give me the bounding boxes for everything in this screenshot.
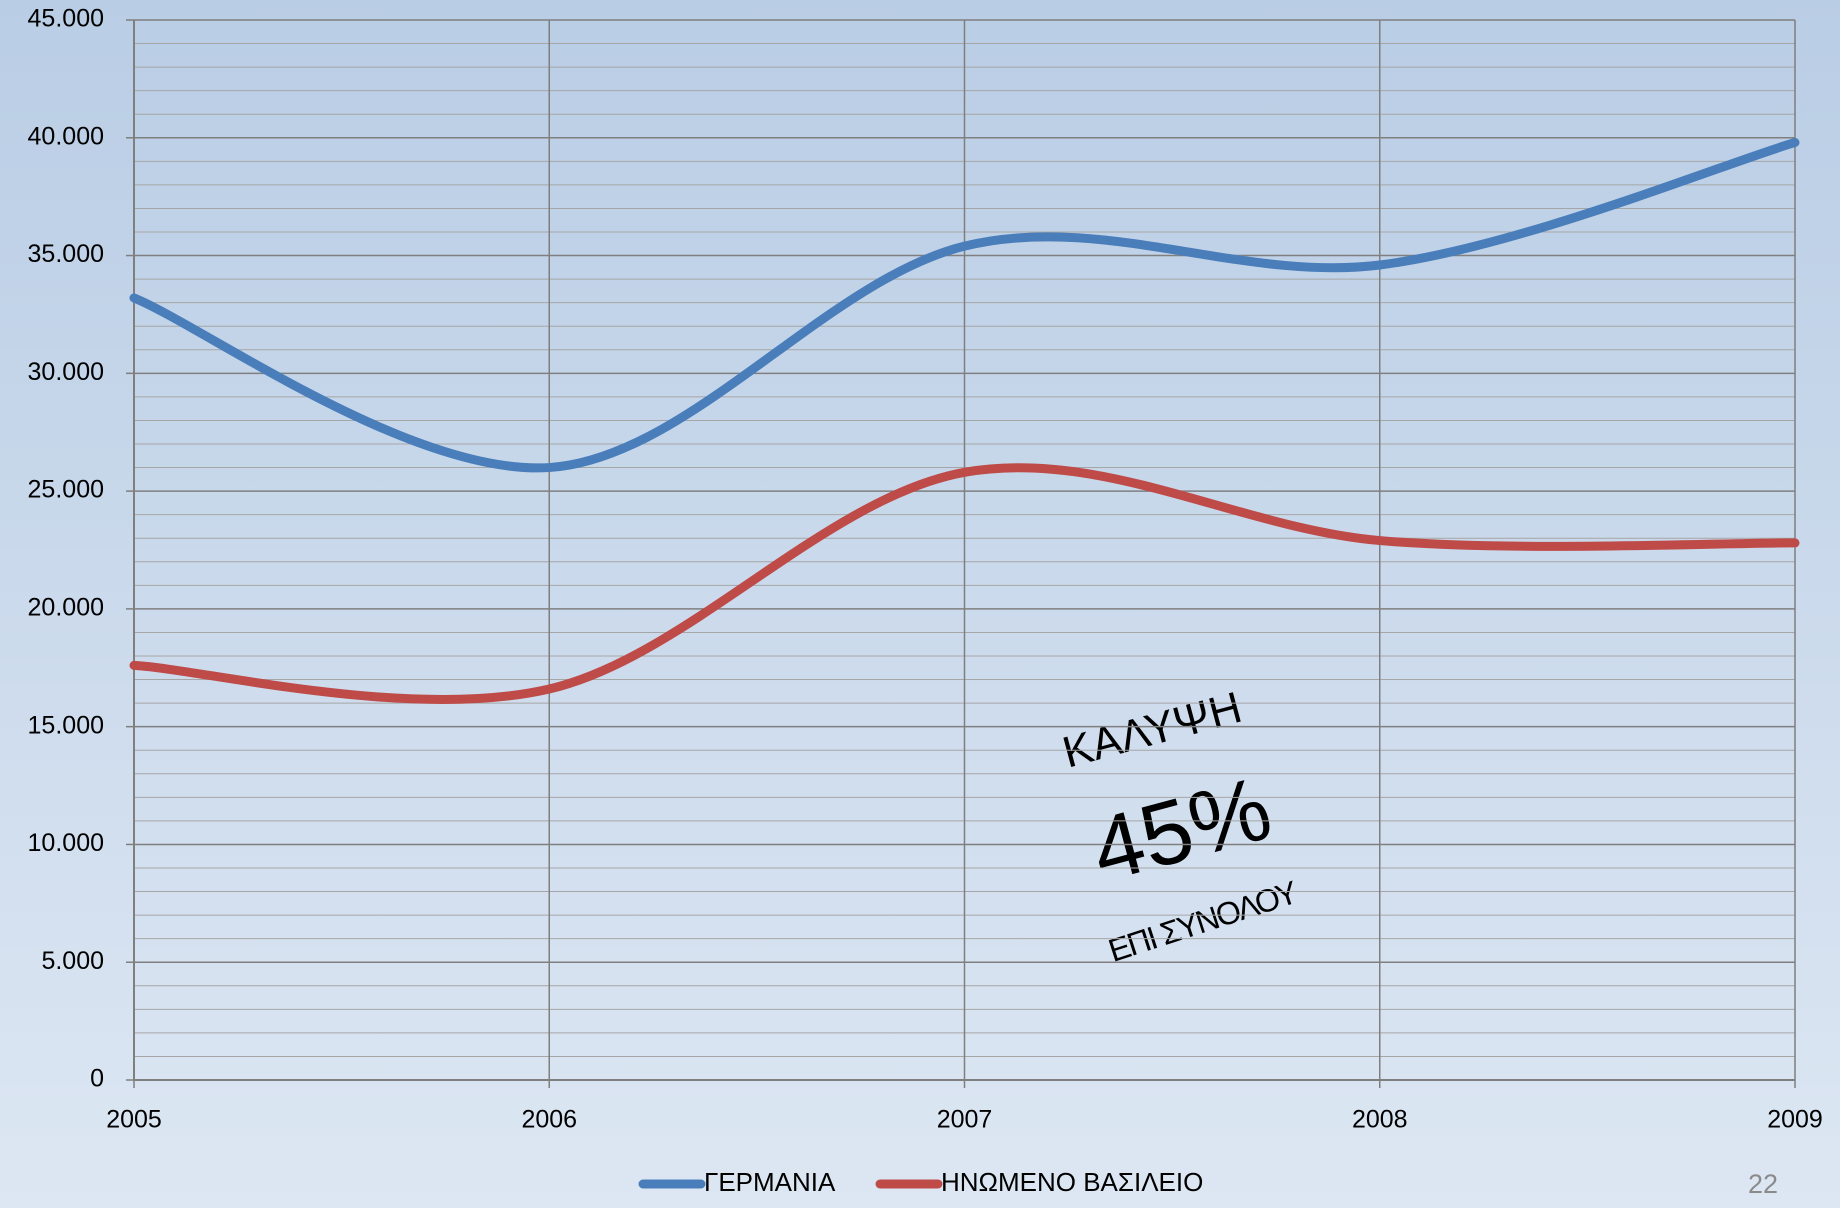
y-tick-label: 0 [90, 1065, 104, 1093]
y-tick-label: 30.000 [28, 358, 104, 386]
y-tick-label: 10.000 [28, 829, 104, 857]
annotation: 45% [1081, 758, 1281, 901]
x-tick-label: 2006 [521, 1106, 577, 1134]
line-series [129, 463, 1800, 704]
line-series [129, 137, 1800, 473]
y-tick-label: 25.000 [28, 476, 104, 504]
y-tick-label: 5.000 [41, 947, 104, 975]
x-tick-label: 2007 [937, 1106, 993, 1134]
legend-label: ΗΝΩΜΕΝΟ ΒΑΣΙΛΕΙΟ [941, 1167, 1203, 1197]
y-tick-label: 35.000 [28, 240, 104, 268]
legend-label: ΓΕΡΜΑΝΙΑ [704, 1167, 836, 1197]
x-tick-label: 2009 [1767, 1106, 1823, 1134]
y-tick-label: 20.000 [28, 593, 104, 621]
y-tick-label: 45.000 [28, 5, 104, 33]
annotation: ΚΑΛΥΨΗ [1058, 683, 1247, 778]
y-tick-label: 40.000 [28, 122, 104, 150]
x-tick-label: 2008 [1352, 1106, 1408, 1134]
page-number: 22 [1748, 1169, 1778, 1199]
x-tick-label: 2005 [106, 1106, 162, 1134]
y-tick-label: 15.000 [28, 711, 104, 739]
